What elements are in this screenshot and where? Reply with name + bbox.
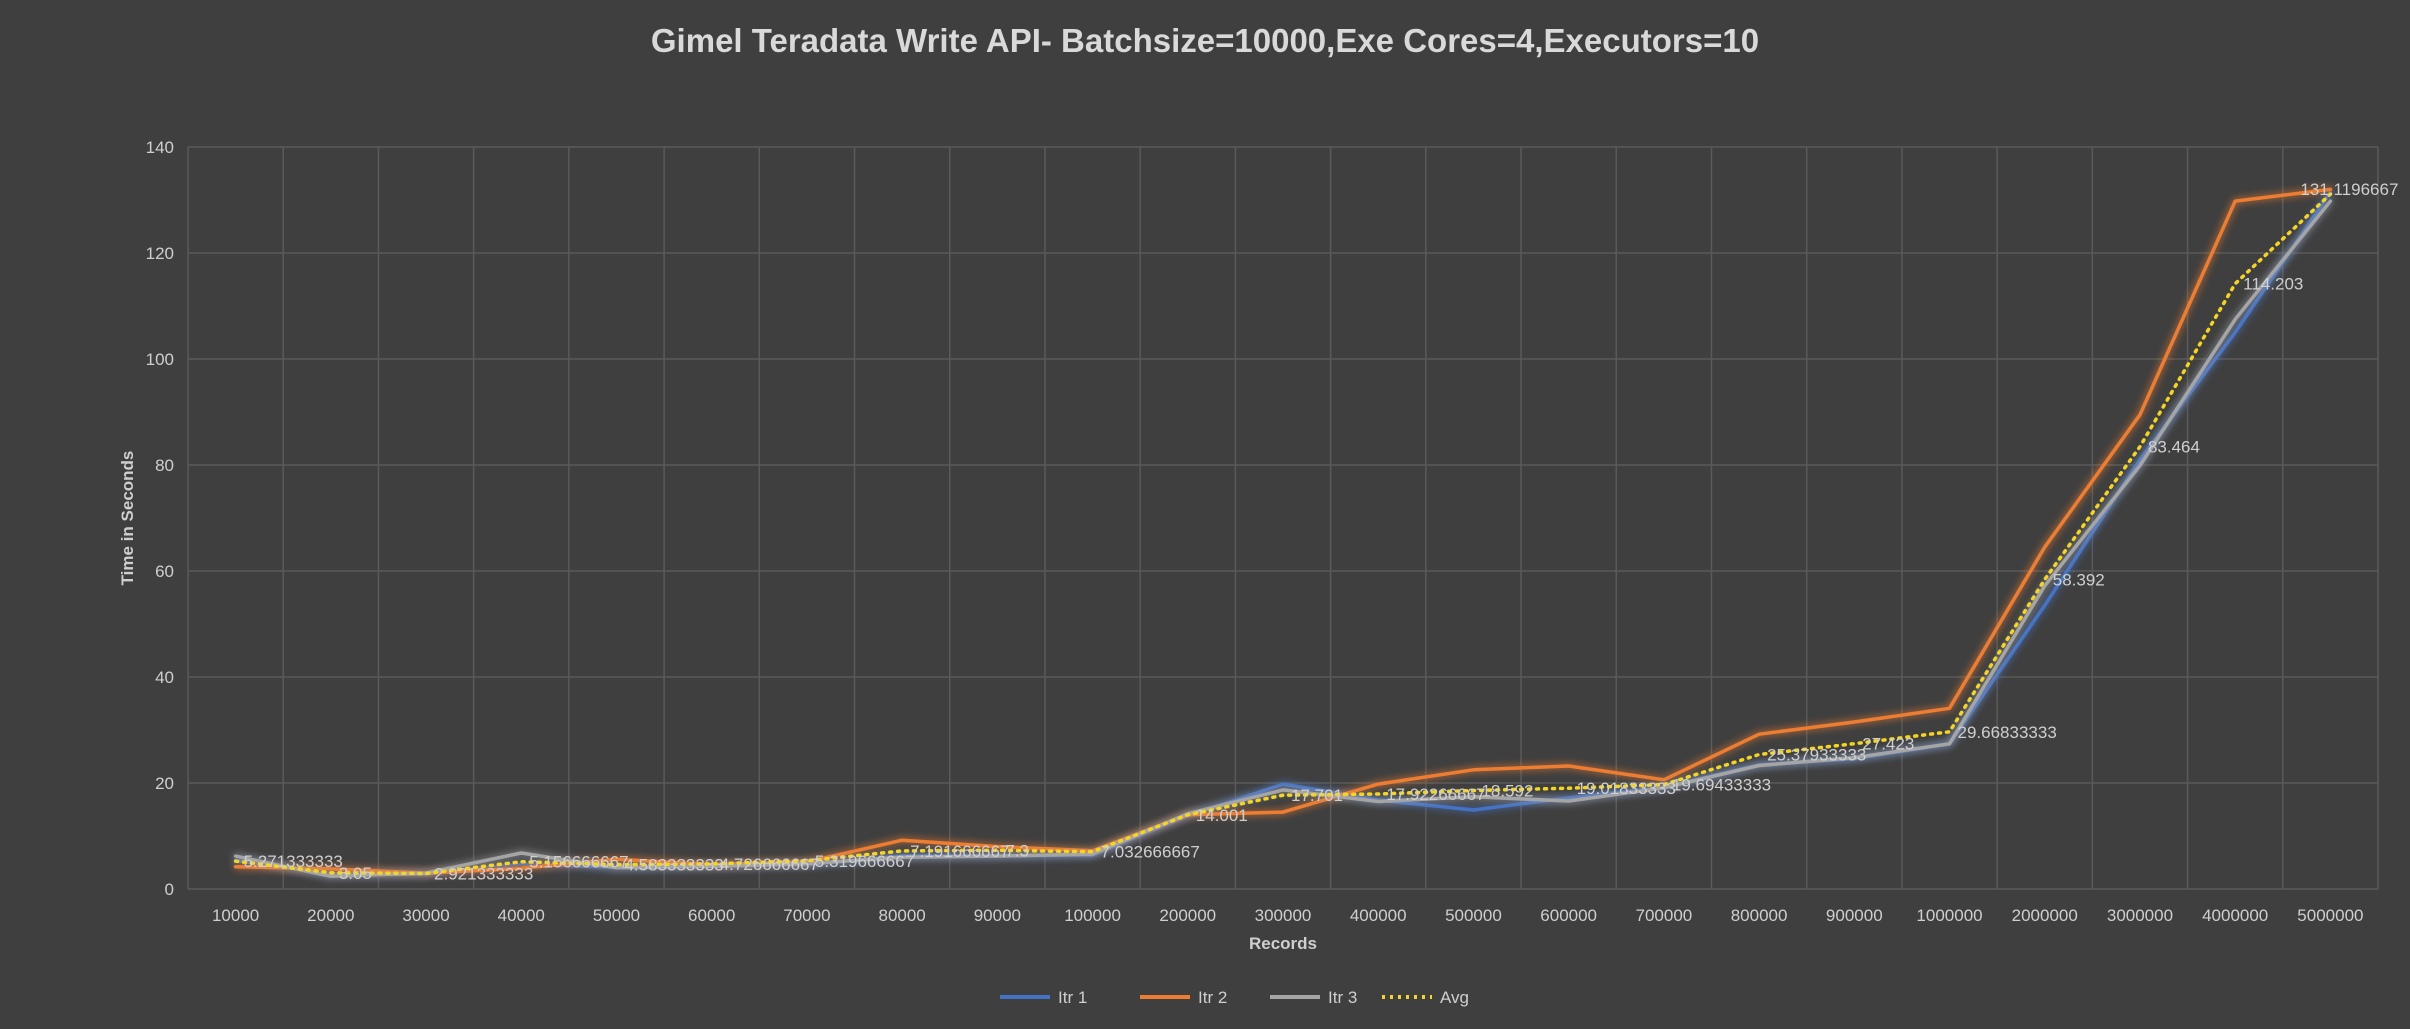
legend-label: Itr 2 xyxy=(1198,988,1227,1007)
x-tick-label: 10000 xyxy=(212,906,259,925)
data-label: 25.37933333 xyxy=(1767,745,1866,764)
x-axis-tick-labels: 10000 20000 30000 40000 50000 60000 70000 80000… xyxy=(212,906,2364,925)
x-tick-label: 4000000 xyxy=(2202,906,2268,925)
data-label: 5.156666667 xyxy=(529,853,628,872)
x-tick-label: 50000 xyxy=(593,906,640,925)
data-label: 2.921333333 xyxy=(434,865,533,884)
data-label: 19.01833333 xyxy=(1577,779,1676,798)
legend-item: Itr 3 xyxy=(1270,988,1357,1007)
x-tick-label: 200000 xyxy=(1159,906,1216,925)
data-label: 18.592 xyxy=(1481,781,1533,800)
data-label: 58.392 xyxy=(2053,571,2105,590)
data-label: 4.726666667 xyxy=(720,855,819,874)
y-tick-label: 120 xyxy=(146,244,174,263)
legend-label: Avg xyxy=(1440,988,1469,1007)
y-tick-label: 100 xyxy=(146,350,174,369)
x-tick-label: 900000 xyxy=(1826,906,1883,925)
data-label: 27.423 xyxy=(1862,735,1914,754)
y-axis-title: Time in Seconds xyxy=(118,451,137,586)
legend-item: Avg xyxy=(1382,988,1469,1007)
x-tick-label: 3000000 xyxy=(2107,906,2173,925)
data-label: 5.271333333 xyxy=(244,852,343,871)
y-tick-label: 80 xyxy=(155,456,174,475)
y-tick-label: 60 xyxy=(155,562,174,581)
x-tick-label: 90000 xyxy=(974,906,1021,925)
data-label: 7.032666667 xyxy=(1101,843,1200,862)
data-label: 29.66833333 xyxy=(1958,723,2057,742)
x-tick-label: 300000 xyxy=(1255,906,1312,925)
legend-item: Itr 1 xyxy=(1000,988,1087,1007)
x-tick-label: 2000000 xyxy=(2012,906,2078,925)
x-axis-title: Records xyxy=(1249,934,1317,953)
x-tick-label: 80000 xyxy=(878,906,925,925)
x-tick-label: 800000 xyxy=(1731,906,1788,925)
x-tick-label: 5000000 xyxy=(2297,906,2363,925)
chart-title: Gimel Teradata Write API- Batchsize=1000… xyxy=(651,22,1759,59)
y-tick-label: 20 xyxy=(155,774,174,793)
series-line-itr-1 xyxy=(233,190,2333,876)
y-axis-tick-labels: 0 20 40 60 80 100 120 140 xyxy=(146,138,174,899)
series-line-avg xyxy=(233,192,2333,876)
x-tick-label: 40000 xyxy=(498,906,545,925)
y-tick-label: 140 xyxy=(146,138,174,157)
data-label: 7.3 xyxy=(1005,841,1029,860)
gridlines xyxy=(187,146,2379,890)
x-tick-label: 400000 xyxy=(1350,906,1407,925)
data-label: 17.701 xyxy=(1291,786,1343,805)
y-tick-label: 0 xyxy=(165,880,174,899)
legend: Itr 1 Itr 2 Itr 3 Avg xyxy=(1000,988,1469,1007)
legend-label: Itr 3 xyxy=(1328,988,1357,1007)
legend-label: Itr 1 xyxy=(1058,988,1087,1007)
data-label: 7.191666667 xyxy=(910,842,1009,861)
x-tick-label: 60000 xyxy=(688,906,735,925)
x-tick-label: 100000 xyxy=(1064,906,1121,925)
y-tick-label: 40 xyxy=(155,668,174,687)
data-label: 5.319666667 xyxy=(815,852,914,871)
x-tick-label: 20000 xyxy=(307,906,354,925)
data-label: 4.583333333 xyxy=(624,856,723,875)
x-tick-label: 700000 xyxy=(1636,906,1693,925)
x-tick-label: 500000 xyxy=(1445,906,1502,925)
legend-item: Itr 2 xyxy=(1140,988,1227,1007)
x-tick-label: 70000 xyxy=(783,906,830,925)
data-label: 19.69433333 xyxy=(1672,776,1771,795)
data-label: 14.001 xyxy=(1196,806,1248,825)
x-tick-label: 1000000 xyxy=(1916,906,1982,925)
x-tick-label: 30000 xyxy=(402,906,449,925)
data-label: 114.203 xyxy=(2243,275,2303,294)
series-lines xyxy=(233,187,2333,879)
data-label: 3.05 xyxy=(339,864,372,883)
x-tick-label: 600000 xyxy=(1540,906,1597,925)
data-label: 131.1196667 xyxy=(2300,180,2398,199)
data-label: 17.92266667 xyxy=(1386,785,1485,804)
data-label: 83.464 xyxy=(2148,438,2200,457)
